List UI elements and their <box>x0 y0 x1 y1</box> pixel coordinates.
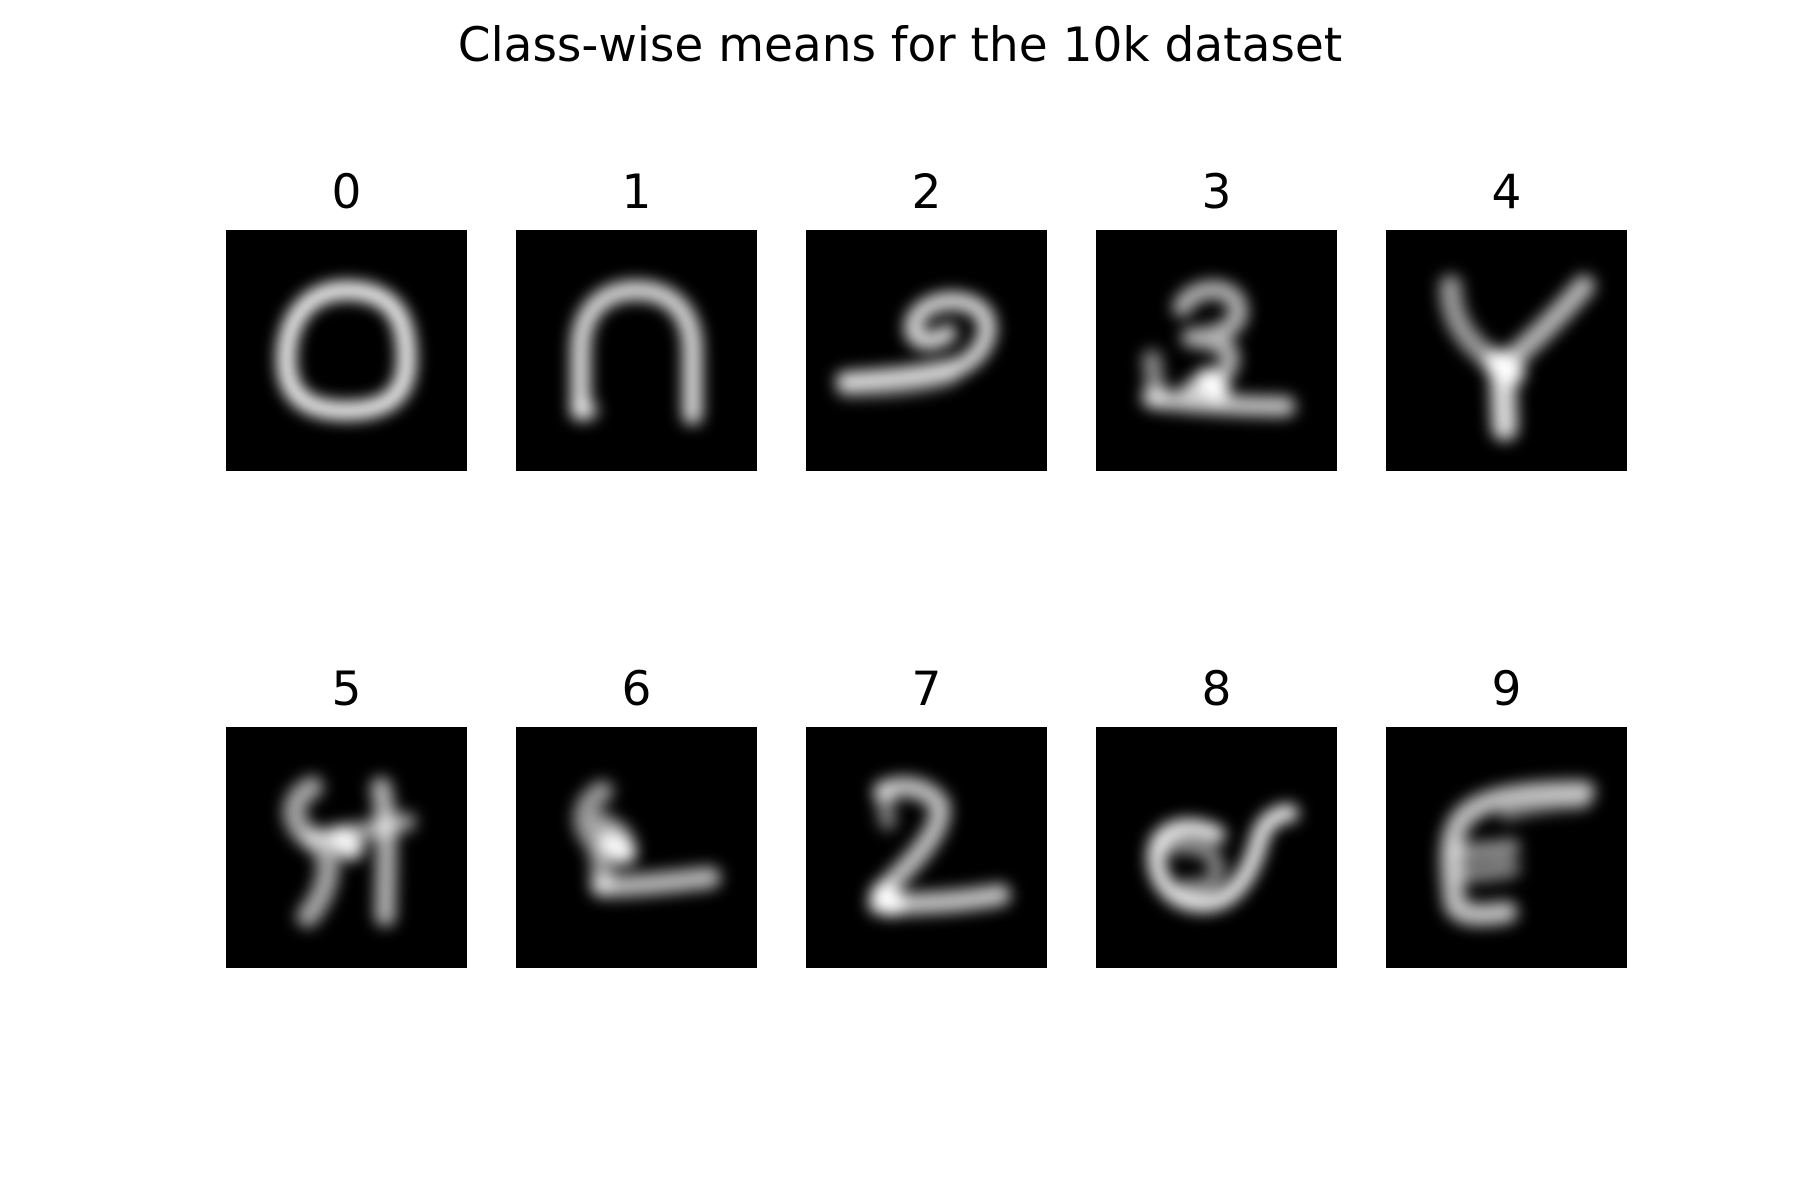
image-background <box>516 727 757 968</box>
digit-mean-strokes <box>867 776 1011 917</box>
stroke <box>573 780 614 894</box>
stroke <box>1142 349 1166 408</box>
mean-image-7 <box>806 727 1047 968</box>
stroke <box>836 368 961 398</box>
stroke <box>874 782 897 831</box>
panel-title-2: 2 <box>911 165 942 220</box>
stroke <box>1172 280 1248 399</box>
stroke <box>1453 858 1521 883</box>
panel-title-3: 3 <box>1201 165 1232 220</box>
stroke <box>1495 274 1596 375</box>
stroke <box>329 825 364 861</box>
mean-image-4 <box>1386 230 1627 471</box>
digit-mean-strokes <box>835 291 997 398</box>
stroke <box>302 812 417 849</box>
stroke <box>570 280 703 425</box>
stroke <box>597 830 637 865</box>
stroke <box>870 881 905 917</box>
mean-image-0 <box>226 230 467 471</box>
figure-title: Class-wise means for the 10k dataset <box>457 18 1343 73</box>
image-background <box>516 230 757 471</box>
stroke <box>835 291 997 390</box>
image-background <box>1096 727 1337 968</box>
mean-image-5 <box>226 727 467 968</box>
stroke <box>1157 838 1225 895</box>
stroke <box>276 280 417 421</box>
panel-title-9: 9 <box>1491 662 1522 717</box>
stroke <box>1484 349 1525 386</box>
panel-title-8: 8 <box>1201 662 1232 717</box>
stroke <box>1449 838 1521 862</box>
mean-image-1 <box>516 230 757 471</box>
digit-mean-strokes <box>1440 780 1596 926</box>
digit-mean-strokes <box>1141 280 1296 417</box>
digit-mean-strokes <box>283 776 417 928</box>
mean-image-3 <box>1096 230 1337 471</box>
digit-mean-strokes <box>276 280 417 421</box>
panel-title-0: 0 <box>331 165 362 220</box>
stroke <box>1499 795 1591 822</box>
panel-title-4: 4 <box>1491 165 1522 220</box>
image-background <box>226 230 467 471</box>
panel-title-1: 1 <box>621 165 652 220</box>
digit-mean-strokes <box>573 780 721 898</box>
panel-title-6: 6 <box>621 662 652 717</box>
stroke <box>1440 780 1596 926</box>
digit-mean-strokes <box>570 280 703 425</box>
image-background <box>806 230 1047 471</box>
panel-title-5: 5 <box>331 662 362 717</box>
panel-title-7: 7 <box>911 662 942 717</box>
mean-image-6 <box>516 727 757 968</box>
mean-image-8 <box>1096 727 1337 968</box>
digit-mean-strokes <box>1147 804 1299 913</box>
stroke <box>1194 367 1230 403</box>
digit-mean-strokes <box>1439 274 1596 441</box>
mean-image-2 <box>806 230 1047 471</box>
stroke <box>1147 804 1299 913</box>
stroke <box>370 776 397 927</box>
mean-image-9 <box>1386 727 1627 968</box>
stroke <box>590 866 721 898</box>
